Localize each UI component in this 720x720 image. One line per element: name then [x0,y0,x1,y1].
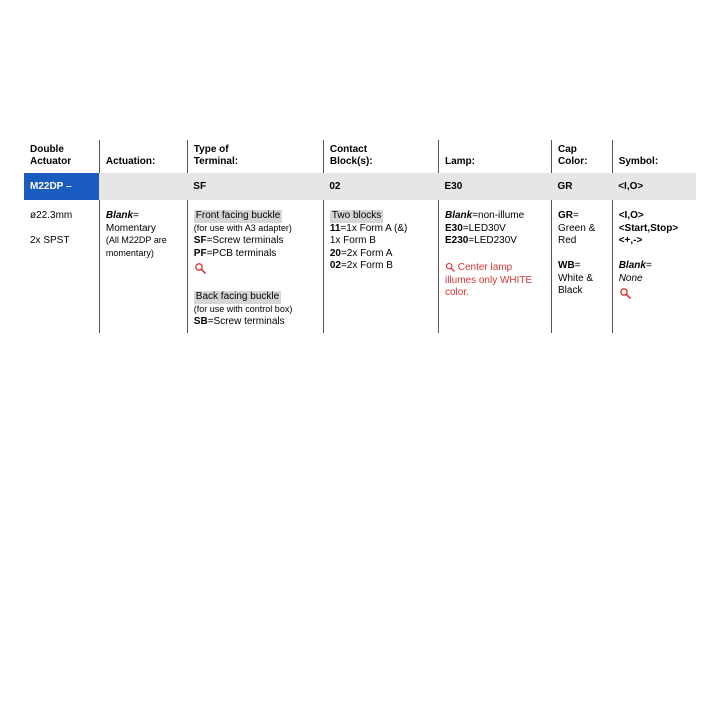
header-terminal: Type of Terminal: [187,140,323,173]
desc-contact-blocks: Two blocks 11=1x Form A (&) 1x Form B 20… [323,200,438,333]
selected-row: M22DP – SF 02 E30 GR <I,O> [24,173,696,200]
header-actuator: Double Actuator [24,140,99,173]
back-buckle-heading: Back facing buckle [194,291,281,304]
selected-cap-color: GR [552,173,613,200]
header-contact-blocks: Contact Block(s): [323,140,438,173]
header-actuation: Actuation: [99,140,187,173]
ordering-table: Double Actuator Actuation: Type of Termi… [0,0,720,333]
desc-actuator: ø22.3mm 2x SPST [24,200,99,333]
header-symbol: Symbol: [612,140,696,173]
selected-symbol: <I,O> [612,173,696,200]
description-row: ø22.3mm 2x SPST Blank= Momentary (All M2… [24,200,696,333]
desc-actuation: Blank= Momentary (All M22DP are momentar… [99,200,187,333]
header-lamp: Lamp: [438,140,551,173]
desc-symbol: <I,O> <Start,Stop> <+,-> Blank= None [612,200,696,333]
desc-lamp: Blank=non-illume E30=LED30V E230=LED230V… [438,200,551,333]
two-blocks-heading: Two blocks [330,210,383,223]
magnifier-icon[interactable] [194,262,206,274]
spec-table: Double Actuator Actuation: Type of Termi… [24,140,696,333]
magnifier-icon[interactable] [619,287,631,299]
selected-terminal: SF [187,173,323,200]
desc-cap-color: GR= Green & Red WB= White & Black [552,200,613,333]
front-buckle-heading: Front facing buckle [194,210,283,223]
selected-actuation [99,173,187,200]
selected-contact-block: 02 [323,173,438,200]
desc-terminal: Front facing buckle (for use with A3 ada… [187,200,323,333]
magnifier-icon[interactable] [445,262,455,272]
header-cap-color: Cap Color: [552,140,613,173]
selected-lamp: E30 [438,173,551,200]
selected-model: M22DP – [24,173,99,200]
header-row: Double Actuator Actuation: Type of Termi… [24,140,696,173]
